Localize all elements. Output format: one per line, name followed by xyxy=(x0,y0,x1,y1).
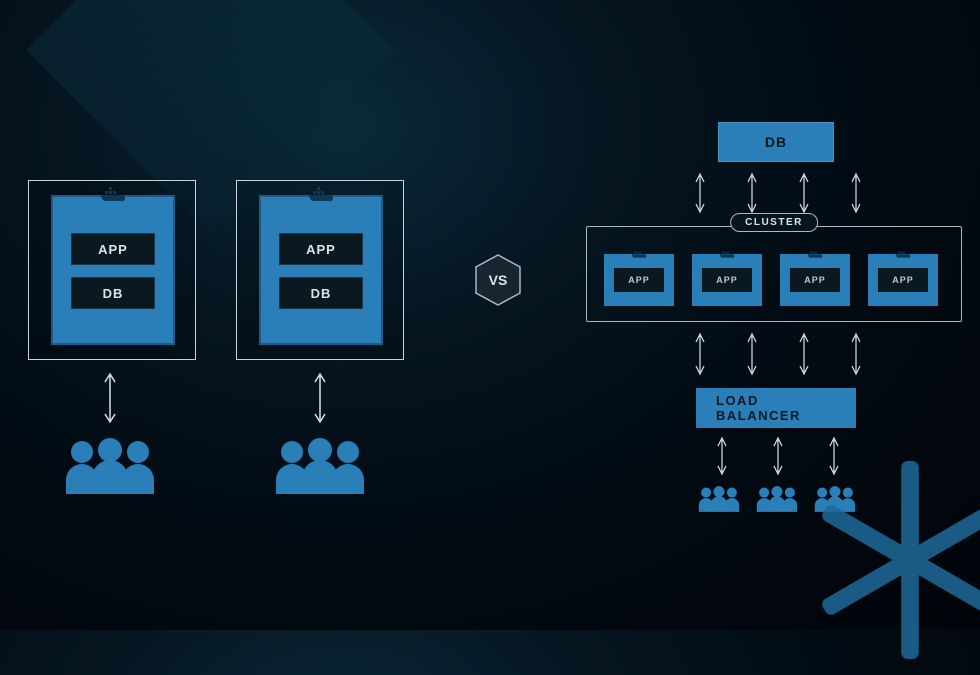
users-group-icon xyxy=(754,484,800,519)
arrow-row-db-cluster xyxy=(690,168,866,218)
app-node-3: APP xyxy=(780,254,850,306)
monolith-app-block: APP DB xyxy=(259,195,383,345)
pill-db-label: DB xyxy=(103,286,124,301)
docker-icon xyxy=(718,246,736,264)
vs-badge: VS xyxy=(470,252,526,308)
app-node-label: APP xyxy=(614,268,664,292)
app-node-1: APP xyxy=(604,254,674,306)
app-node-2: APP xyxy=(692,254,762,306)
docker-icon xyxy=(630,246,648,264)
monolith-box-2: APP DB xyxy=(236,180,404,360)
users-group-icon xyxy=(270,436,370,501)
pill-app-label: APP xyxy=(306,242,336,257)
docker-icon xyxy=(307,183,335,203)
pill-app: APP xyxy=(71,233,155,265)
db-box: DB xyxy=(718,122,834,162)
docker-icon xyxy=(806,246,824,264)
docker-icon xyxy=(99,183,127,203)
app-node-label: APP xyxy=(790,268,840,292)
bidirectional-arrow-icon xyxy=(103,370,117,426)
asterisk-watermark-icon xyxy=(800,450,980,670)
load-balancer-label: LOAD BALANCER xyxy=(716,393,836,423)
app-node-label: APP xyxy=(702,268,752,292)
app-node-label: APP xyxy=(878,268,928,292)
arrow-row-cluster-lb xyxy=(690,328,866,380)
pill-db: DB xyxy=(279,277,363,309)
vs-label-text: VS xyxy=(470,252,526,308)
users-group-icon xyxy=(60,436,160,501)
pill-db: DB xyxy=(71,277,155,309)
pill-app-label: APP xyxy=(98,242,128,257)
docker-icon xyxy=(894,246,912,264)
db-label: DB xyxy=(765,134,787,150)
app-node-4: APP xyxy=(868,254,938,306)
cluster-label: CLUSTER xyxy=(730,213,818,232)
pill-db-label: DB xyxy=(311,286,332,301)
pill-app: APP xyxy=(279,233,363,265)
bidirectional-arrow-icon xyxy=(313,370,327,426)
monolith-app-block: APP DB xyxy=(51,195,175,345)
monolith-box-1: APP DB xyxy=(28,180,196,360)
users-group-icon xyxy=(696,484,742,519)
load-balancer-box: LOAD BALANCER xyxy=(696,388,856,428)
